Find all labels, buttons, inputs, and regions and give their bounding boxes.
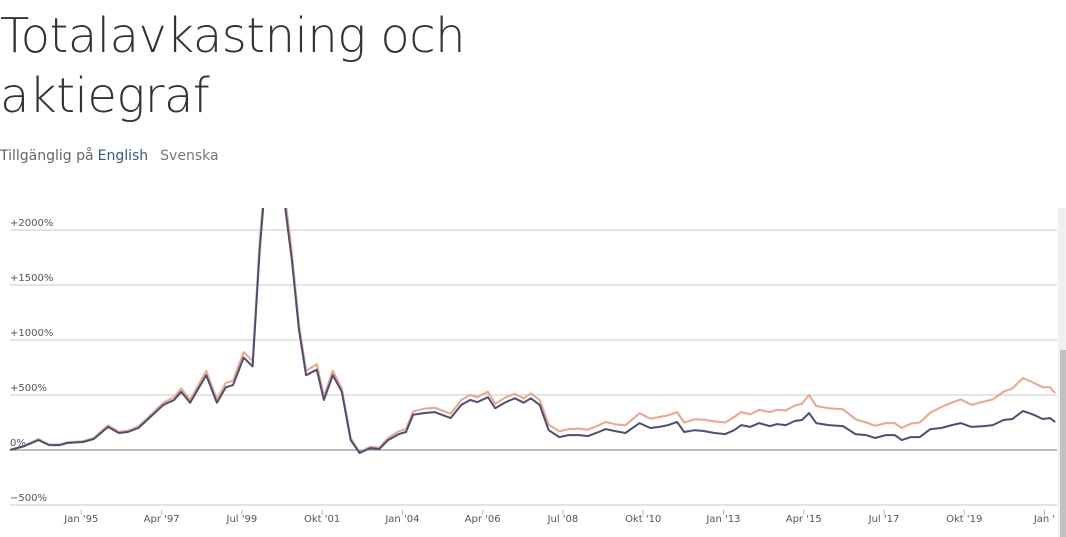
x-tick-label: Okt '10	[625, 514, 661, 525]
plot	[9, 208, 1056, 454]
series-line	[9, 208, 1056, 454]
grid: −500% 0% +500% +1000% +1500% +2000% Jan '95 Apr…	[10, 218, 1057, 525]
y-tick-label: 0%	[10, 438, 26, 449]
x-tick-label: Jul '17	[868, 514, 900, 525]
available-in: Tillgänglig på	[0, 148, 94, 164]
page-title: Totalavkastning och aktiegraf	[0, 8, 466, 124]
language-link[interactable]: Svenska	[160, 148, 219, 164]
x-tick-label: Jan '	[1033, 514, 1055, 525]
x-tick-label: Apr '06	[465, 514, 501, 525]
y-tick-label: +1500%	[10, 273, 53, 284]
scrollbar-thumb[interactable]	[1060, 350, 1066, 537]
x-tick-label: Okt '01	[304, 514, 340, 525]
language-bar: Tillgänglig på English Svenska	[0, 148, 219, 164]
x-tick-label: Okt '19	[946, 514, 982, 525]
y-tick-label: −500%	[10, 493, 47, 504]
x-tick-label: Jan '95	[63, 514, 98, 525]
x-tick-label: Apr '97	[144, 514, 180, 525]
x-tick-label: Jul '08	[547, 514, 579, 525]
x-tick-label: Jan '04	[384, 514, 419, 525]
x-tick-label: Jan '13	[705, 514, 740, 525]
language-link[interactable]: English	[97, 148, 149, 164]
x-tick-label: Apr '15	[786, 514, 822, 525]
x-tick-label: Jul '99	[226, 514, 258, 525]
y-tick-label: +2000%	[10, 218, 53, 229]
series-line	[9, 208, 1056, 454]
y-tick-label: +500%	[10, 383, 47, 394]
y-tick-label: +1000%	[10, 328, 53, 339]
